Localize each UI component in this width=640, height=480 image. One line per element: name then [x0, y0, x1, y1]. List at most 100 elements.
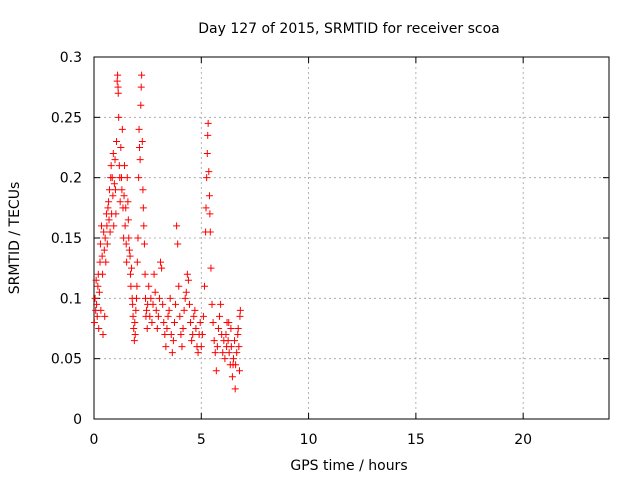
- data-point: [116, 198, 124, 206]
- data-point: [132, 306, 140, 314]
- data-point: [157, 258, 165, 266]
- x-axis-label: GPS time / hours: [290, 458, 407, 474]
- data-point: [146, 312, 154, 320]
- data-point: [114, 83, 122, 91]
- data-point: [124, 198, 132, 206]
- data-point: [111, 186, 119, 194]
- data-point: [139, 186, 147, 194]
- data-point: [208, 300, 216, 308]
- data-point: [101, 312, 109, 320]
- data-point: [125, 234, 133, 242]
- data-point: [135, 144, 143, 151]
- data-point: [206, 228, 214, 236]
- data-point: [113, 137, 121, 145]
- data-point: [223, 343, 231, 351]
- data-point: [203, 150, 211, 158]
- data-point: [99, 331, 107, 339]
- y-tick-label: 0.3: [60, 50, 82, 66]
- data-point: [172, 300, 180, 308]
- data-point: [162, 343, 170, 351]
- data-point: [160, 318, 168, 326]
- x-tick-label: 20: [514, 432, 532, 448]
- data-point: [95, 325, 103, 332]
- data-point: [100, 228, 108, 236]
- data-point: [205, 168, 213, 176]
- data-point: [161, 331, 169, 339]
- data-point: [138, 137, 146, 145]
- y-tick-label: 0.2: [60, 171, 82, 187]
- data-point: [179, 325, 187, 332]
- data-point: [235, 367, 243, 375]
- data-point: [177, 331, 185, 339]
- data-point: [181, 294, 189, 302]
- data-point: [191, 306, 199, 314]
- data-point: [206, 210, 214, 218]
- data-point: [101, 234, 109, 242]
- data-point: [202, 204, 210, 212]
- data-point: [126, 270, 134, 278]
- data-point: [216, 312, 224, 320]
- data-point: [229, 361, 237, 369]
- data-point: [104, 204, 112, 212]
- data-point: [143, 325, 151, 332]
- y-tick-label: 0.1: [60, 291, 82, 307]
- data-point: [115, 113, 123, 121]
- data-point: [113, 77, 121, 85]
- data-point: [182, 288, 190, 296]
- data-point: [90, 318, 98, 326]
- data-point: [106, 228, 114, 236]
- data-point: [236, 312, 244, 320]
- data-point: [93, 300, 101, 308]
- x-tick-label: 5: [197, 432, 206, 448]
- data-point: [130, 337, 138, 345]
- data-point: [103, 240, 111, 248]
- data-point: [111, 156, 119, 164]
- data-point: [112, 210, 120, 218]
- data-point: [133, 258, 141, 266]
- data-point: [141, 270, 149, 278]
- data-point: [165, 306, 173, 314]
- data-point: [137, 101, 145, 109]
- data-point: [221, 355, 229, 363]
- data-point: [145, 282, 153, 290]
- data-point: [197, 343, 205, 351]
- data-point: [120, 162, 128, 170]
- data-point: [103, 222, 111, 230]
- data-point: [118, 186, 126, 194]
- data-point: [95, 288, 103, 296]
- data-point: [236, 306, 244, 314]
- data-point: [91, 294, 99, 302]
- data-point: [131, 318, 139, 326]
- grid: [94, 57, 609, 419]
- data-point: [158, 264, 166, 272]
- data-point: [151, 288, 159, 296]
- y-tick-label: 0.15: [51, 231, 82, 247]
- data-point: [99, 270, 107, 278]
- data-point: [138, 71, 146, 79]
- data-point: [133, 282, 141, 290]
- data-point: [137, 83, 145, 91]
- data-point: [201, 282, 209, 290]
- y-tick-label: 0: [73, 412, 82, 428]
- data-point: [233, 349, 241, 357]
- data-point: [129, 300, 137, 308]
- data-point: [105, 216, 113, 224]
- data-point: [196, 318, 204, 326]
- data-point: [136, 156, 144, 164]
- data-point: [173, 222, 181, 230]
- data-point: [135, 125, 143, 133]
- data-point: [93, 312, 101, 320]
- data-point: [198, 331, 206, 339]
- data-point: [121, 222, 129, 230]
- data-point: [114, 71, 122, 79]
- data-point: [129, 312, 137, 320]
- x-tick-label: 0: [90, 432, 99, 448]
- data-point: [127, 282, 135, 290]
- data-point: [122, 204, 130, 212]
- data-point: [92, 276, 100, 284]
- data-point: [211, 349, 219, 357]
- data-point: [118, 125, 126, 133]
- data-point: [102, 258, 110, 266]
